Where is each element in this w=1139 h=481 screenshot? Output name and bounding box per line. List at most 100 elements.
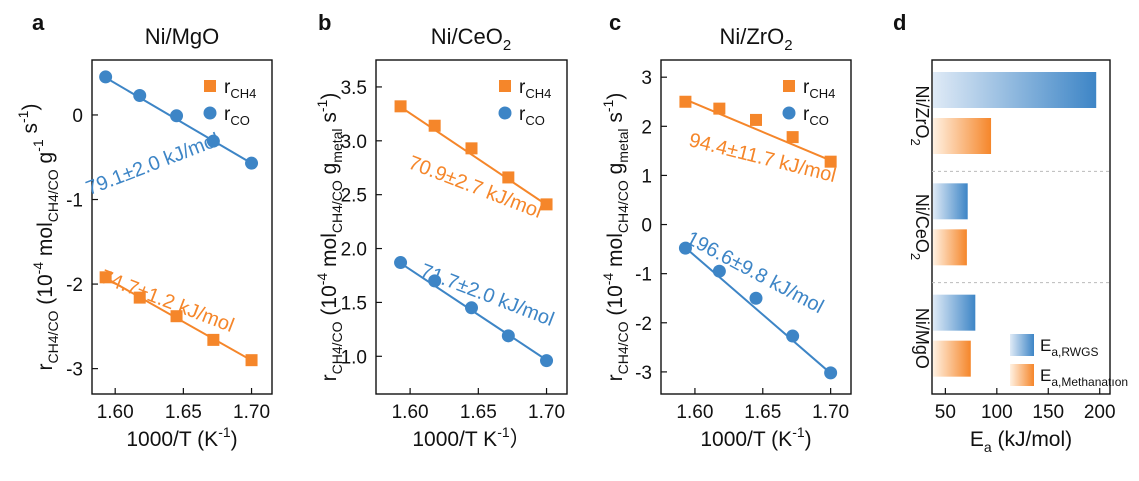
- y-tick-label: 0: [72, 106, 83, 127]
- y-label-mol-subscript: CH4/CO: [45, 169, 61, 222]
- data-point-ch4: [502, 171, 515, 184]
- y-tick-label: 1.5: [341, 293, 367, 314]
- y-axis-label: rCH4/CO (10-4 molCH4/CO gmetal s-1): [600, 93, 631, 382]
- x-axis-label: Ea (kJ/mol): [970, 428, 1072, 455]
- y-label-g-subscript: metal: [329, 128, 345, 162]
- data-point-co: [394, 256, 408, 270]
- data-point-ch4: [133, 291, 146, 304]
- y-label-end: ): [19, 104, 42, 111]
- data-point-ch4: [679, 95, 692, 108]
- y-tick-label: 3.0: [341, 132, 367, 153]
- y-label-exponent: -4: [314, 273, 330, 286]
- x-tick-label: 1.70: [528, 402, 565, 423]
- panel-letter: a: [32, 10, 45, 35]
- legend-label-subscript: CO: [809, 113, 829, 128]
- data-point-ch4: [750, 113, 762, 126]
- panel-b-chart: 1.60 1.65 1.70 1.0 1.5 2.0 2.5 3.0 3.5 b Ni/CeO2 10…: [314, 10, 568, 451]
- y-tick-label: 2.0: [341, 240, 367, 261]
- y-tick-label: 1.0: [341, 347, 367, 368]
- x-tick-label: 1.60: [676, 402, 713, 423]
- y-tick-label: -1: [66, 191, 83, 212]
- data-point-co: [170, 109, 184, 123]
- x-axis-label: 1000/T (K-1): [700, 424, 811, 451]
- bar-ea-rwgs: [933, 183, 968, 220]
- legend-label-subscript: CH4: [525, 86, 551, 101]
- data-point-ch4: [394, 100, 407, 113]
- y-tick-label: 1: [641, 166, 652, 187]
- legend-label-main: r: [519, 104, 526, 125]
- activation-energy-annotation: 94.4±11.7 kJ/mol: [687, 129, 839, 187]
- x-axis-label-end: (kJ/mol): [992, 428, 1073, 451]
- x-axis-label-end: ): [805, 428, 812, 451]
- plot-frame: [660, 59, 852, 395]
- x-axis-label-end: ）: [510, 428, 531, 451]
- category-label: Ni/CeO2: [908, 194, 932, 260]
- activation-energy-annotation: 79.1±2.0 kJ/mol: [83, 129, 223, 200]
- y-tick-label: -2: [635, 314, 652, 335]
- bar-ea-methanation: [933, 118, 992, 154]
- y-label-r: r: [604, 374, 627, 381]
- fit-line-co: [680, 243, 836, 378]
- y-label-g-subscript: metal: [615, 128, 631, 162]
- legend-label-main: r: [224, 77, 231, 98]
- data-point-co: [206, 134, 220, 148]
- legend-marker-ch4: [783, 80, 795, 92]
- x-tick-label: 1.60: [97, 402, 134, 423]
- y-label-mol: mol: [34, 222, 57, 262]
- y-label-s-exponent: -1: [600, 99, 616, 112]
- y-label-exponent: -4: [600, 273, 616, 286]
- legend-label: rCH4: [519, 77, 551, 101]
- data-point-co: [678, 241, 692, 255]
- legend-label: rCH4: [224, 77, 256, 101]
- y-label-end: ): [604, 93, 627, 100]
- y-label-s-exponent: -1: [314, 99, 330, 112]
- plot-frame: [375, 59, 568, 395]
- data-point-ch4: [99, 271, 112, 284]
- data-point-ch4: [428, 119, 441, 132]
- y-label-g: g: [34, 152, 57, 170]
- x-axis-label: 1000/T (K-1): [126, 424, 237, 451]
- legend-marker-ch4: [499, 80, 511, 92]
- y-label-subscript: CH4/CO: [45, 310, 61, 363]
- plot-frame: [931, 59, 1111, 395]
- y-label-unit-prefix: (10: [34, 274, 57, 310]
- y-tick-label: 2.5: [341, 186, 367, 207]
- legend-label-subscript: CH4: [230, 86, 256, 101]
- legend-label-main: E: [1040, 336, 1051, 355]
- panel-title-subscript: 2: [503, 37, 511, 54]
- y-label-s: s: [604, 112, 627, 128]
- activation-energy-annotation: 70.9±2.7 kJ/mol: [405, 152, 545, 223]
- y-axis-label: rCH4/CO (10-4 molCH4/CO g-1 s-1): [15, 104, 61, 371]
- x-axis-label-main: 1000/T (K: [126, 428, 218, 451]
- x-tick-label: 50: [935, 402, 956, 423]
- legend-label-subscript: a,Methanatıon: [1051, 375, 1128, 389]
- panel-letter: c: [609, 10, 621, 35]
- data-point-co: [465, 301, 478, 315]
- y-label-s: s: [318, 112, 341, 128]
- legend-swatch-methanation: [1010, 364, 1034, 386]
- x-tick-label: 1.70: [812, 402, 849, 423]
- activation-energy-annotation: 74.7±1.2 kJ/mol: [97, 266, 237, 337]
- x-tick-label: 200: [1084, 402, 1116, 423]
- legend-label-main: r: [803, 77, 810, 98]
- legend-label-subscript: CH4: [809, 86, 835, 101]
- y-label-g: g: [604, 163, 627, 181]
- legend-swatch-rwgs: [1010, 334, 1034, 356]
- category-label-main: Ni/ZrO: [912, 86, 932, 139]
- x-tick-label: 1.65: [744, 402, 781, 423]
- data-point-ch4: [540, 198, 553, 211]
- x-axis-label-superscript: -1: [218, 424, 231, 440]
- legend-label: rCO: [803, 104, 829, 128]
- category-label: Ni/ZrO2: [908, 86, 932, 146]
- data-point-co: [540, 354, 554, 368]
- y-label-exponent: -4: [30, 262, 46, 275]
- panel-title-subscript: 2: [784, 37, 792, 54]
- data-point-ch4: [786, 131, 799, 144]
- y-label-mol: mol: [604, 233, 627, 273]
- legend-label-subscript: CO: [230, 113, 250, 128]
- data-point-ch4: [170, 310, 183, 323]
- y-label-mol-subscript: CH4/CO: [329, 180, 345, 233]
- legend-marker-co: [498, 106, 512, 120]
